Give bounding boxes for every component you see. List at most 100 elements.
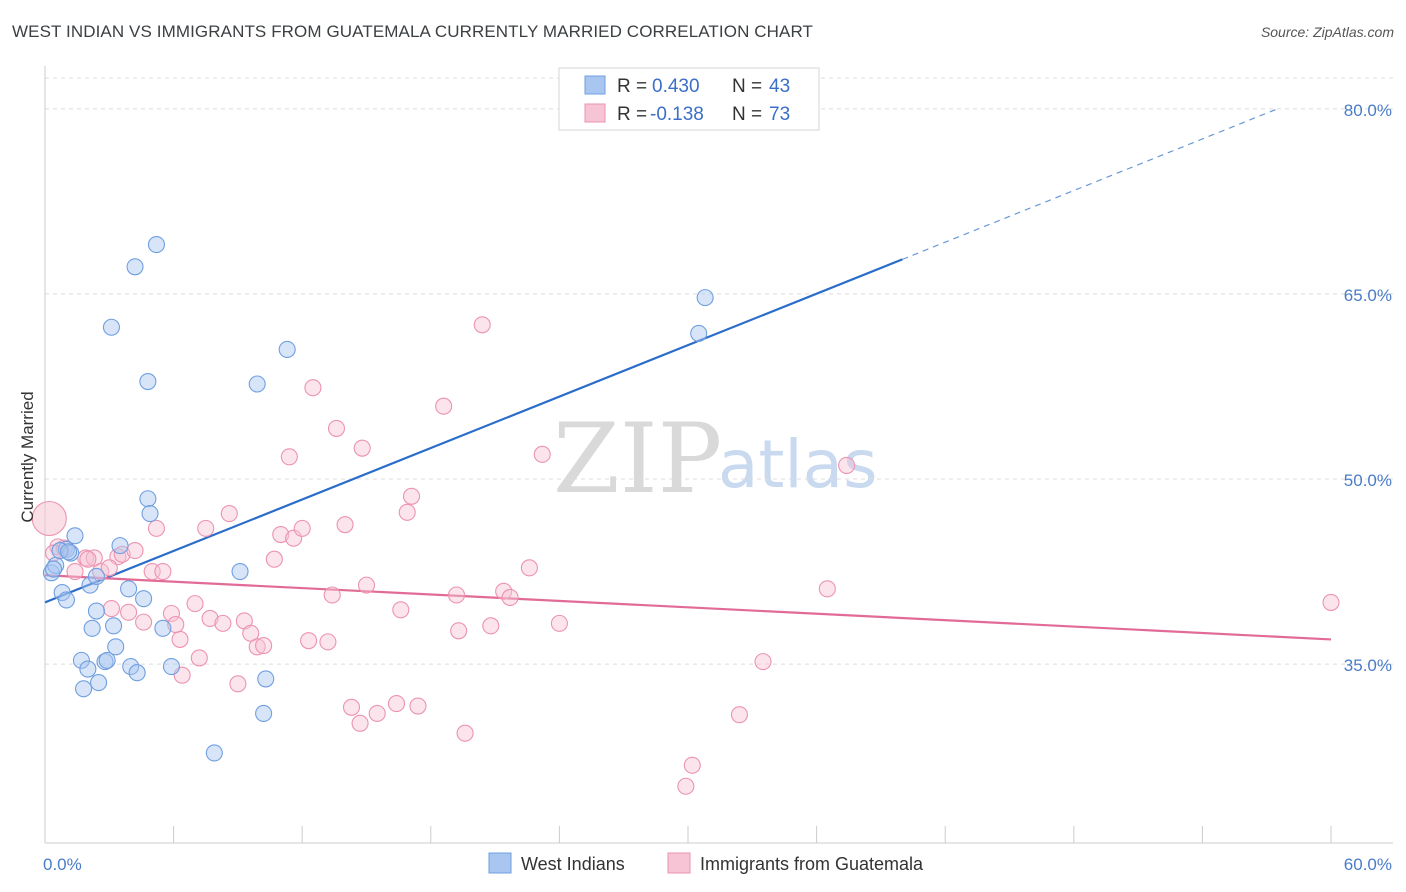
point-guatemala: [197, 519, 215, 537]
point-guatemala: [327, 419, 346, 437]
legend-swatch-west-indians: [584, 75, 606, 95]
point-guatemala: [409, 697, 427, 715]
point-guatemala: [550, 614, 568, 632]
point-guatemala: [336, 516, 354, 534]
point-guatemala: [135, 613, 153, 631]
point-guatemala: [220, 505, 238, 523]
point-west-indians: [205, 744, 223, 762]
point-west-indians: [45, 560, 63, 578]
point-west-indians: [278, 340, 296, 359]
point-west-indians: [81, 576, 99, 594]
legend-r-label-2: R =: [617, 104, 647, 125]
point-guatemala: [520, 559, 538, 577]
y-axis-title: Currently Married: [18, 391, 37, 522]
point-west-indians: [90, 674, 108, 692]
point-guatemala: [171, 630, 189, 648]
point-west-indians: [154, 619, 172, 637]
point-guatemala: [126, 542, 144, 560]
point-guatemala: [501, 588, 519, 607]
series-legend-label-guatemala: Immigrants from Guatemala: [700, 854, 924, 874]
legend-n-value-2: 73: [769, 104, 790, 125]
point-west-indians: [57, 591, 75, 609]
y-tick-label: 35.0%: [1344, 656, 1392, 675]
series-legend-swatch-west-indians: [488, 852, 512, 874]
legend-n-value-1: 43: [769, 76, 790, 97]
point-guatemala: [186, 595, 204, 613]
point-west-indians: [147, 236, 166, 254]
point-west-indians: [122, 658, 140, 676]
series-legend: West Indians Immigrants from Guatemala: [488, 852, 924, 874]
point-guatemala: [229, 675, 247, 693]
point-guatemala: [473, 316, 491, 334]
point-west-indians: [248, 375, 266, 393]
y-tick-label: 65.0%: [1344, 286, 1392, 305]
point-guatemala: [31, 500, 67, 537]
axes: [44, 66, 1393, 844]
point-guatemala: [66, 562, 84, 581]
watermark-atlas: atlas: [718, 426, 878, 503]
point-west-indians: [66, 527, 84, 545]
point-west-indians: [60, 543, 78, 561]
point-west-indians: [690, 324, 708, 342]
point-guatemala: [201, 609, 219, 627]
point-guatemala: [154, 562, 172, 581]
series-legend-label-west-indians: West Indians: [521, 854, 625, 874]
legend-swatch-guatemala: [584, 103, 606, 123]
point-guatemala: [190, 649, 208, 667]
point-west-indians: [83, 619, 101, 637]
y-tick-label: 50.0%: [1344, 471, 1392, 490]
point-west-indians: [102, 318, 120, 336]
point-guatemala: [677, 777, 695, 795]
y-tick-label: 80.0%: [1344, 101, 1392, 120]
point-guatemala: [272, 525, 290, 544]
point-guatemala: [319, 633, 337, 651]
x-tick-label-left: 0.0%: [43, 855, 82, 874]
point-guatemala: [495, 582, 513, 600]
legend-r-label-1: R =: [617, 76, 647, 97]
series-legend-swatch-guatemala: [667, 852, 691, 874]
point-west-indians: [98, 651, 116, 669]
point-guatemala: [450, 622, 468, 640]
point-west-indians: [120, 580, 138, 598]
point-guatemala: [323, 586, 341, 604]
point-guatemala: [280, 448, 298, 466]
point-west-indians: [257, 670, 275, 688]
point-guatemala: [167, 616, 185, 634]
point-west-indians: [162, 658, 181, 676]
point-guatemala: [285, 529, 303, 547]
point-guatemala: [447, 586, 466, 604]
point-guatemala: [392, 601, 410, 619]
point-west-indians: [139, 490, 157, 508]
point-guatemala: [838, 456, 856, 474]
stats-legend: R = 0.430 N = 43 R = -0.138 N = 73: [558, 67, 820, 131]
chart-title: WEST INDIAN VS IMMIGRANTS FROM GUATEMALA…: [12, 22, 814, 41]
point-west-indians: [696, 289, 714, 307]
point-west-indians: [128, 664, 146, 682]
point-guatemala: [730, 706, 748, 724]
point-guatemala: [300, 632, 318, 650]
point-guatemala: [754, 653, 772, 671]
point-guatemala: [248, 638, 266, 656]
point-guatemala: [100, 559, 118, 577]
point-guatemala: [368, 704, 386, 722]
trend-line-0: [44, 258, 903, 604]
point-west-indians: [75, 680, 93, 698]
point-guatemala: [214, 614, 232, 632]
legend-r-value-1: 0.430: [652, 76, 700, 97]
point-guatemala: [398, 503, 416, 521]
point-west-indians: [231, 562, 249, 581]
point-guatemala: [293, 519, 311, 537]
point-west-indians: [126, 258, 144, 276]
point-west-indians: [135, 590, 153, 608]
point-guatemala: [1322, 593, 1340, 611]
point-west-indians: [139, 372, 157, 391]
point-west-indians: [79, 660, 97, 678]
x-tick-label-right: 60.0%: [1344, 855, 1392, 874]
trend-lines: [44, 108, 1332, 641]
point-guatemala: [120, 603, 138, 621]
point-west-indians: [107, 638, 125, 656]
point-west-indians: [105, 617, 123, 635]
point-west-indians: [87, 602, 105, 620]
trend-line-extension-0: [902, 108, 1278, 260]
point-west-indians: [72, 651, 90, 669]
